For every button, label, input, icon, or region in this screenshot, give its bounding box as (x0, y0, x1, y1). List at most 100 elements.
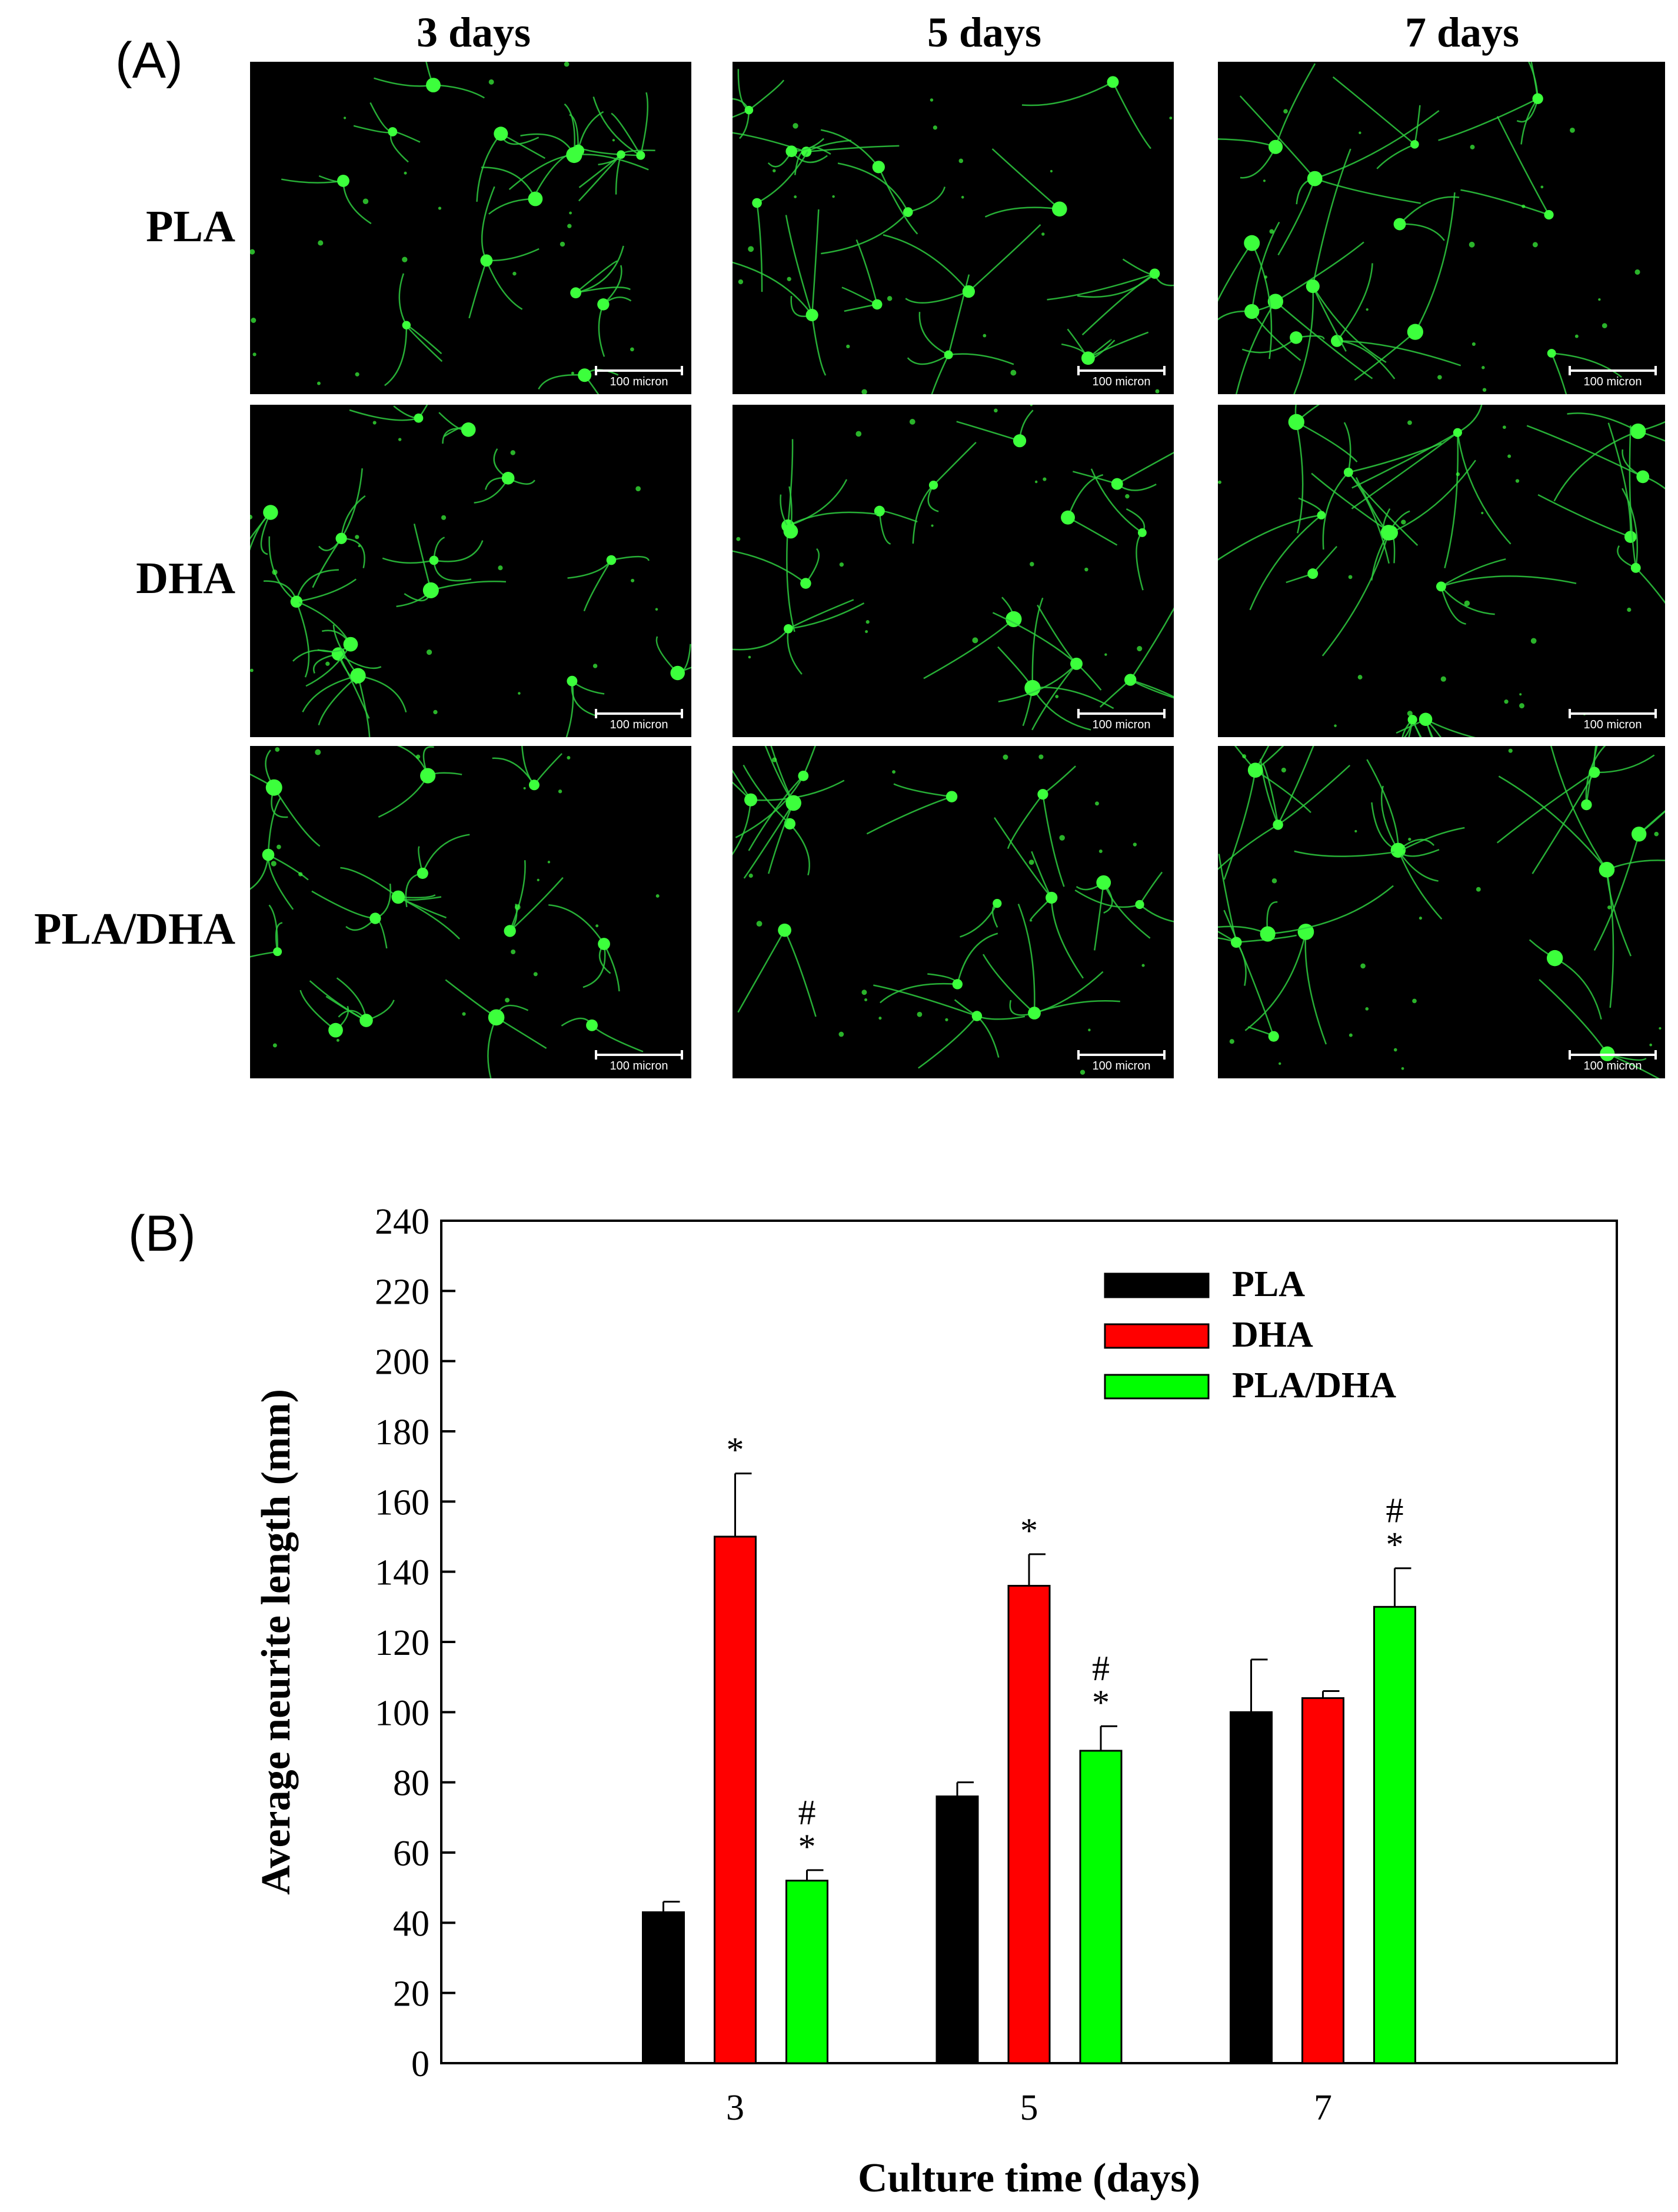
cell-body (1268, 1031, 1279, 1042)
cell-body (1380, 525, 1397, 541)
debris-dot (426, 649, 432, 655)
debris-dot (518, 692, 521, 695)
debris-dot (1360, 963, 1366, 969)
micrograph-pla-7-days: 100 micron (1218, 62, 1665, 394)
debris-dot (441, 515, 447, 520)
neurite (1262, 762, 1279, 825)
debris-dot (1530, 638, 1537, 644)
neurite (1050, 897, 1084, 979)
cell-body (1394, 847, 1404, 857)
neurite (1267, 885, 1394, 935)
cell-body (1547, 349, 1556, 358)
neurite (1457, 405, 1483, 434)
neurite (275, 922, 283, 952)
debris-dot (362, 198, 369, 204)
cell-body (504, 925, 516, 937)
debris-dot (1437, 375, 1442, 380)
neurite (273, 787, 321, 847)
cell-body (1630, 562, 1641, 573)
y-tick-label: 220 (375, 1272, 430, 1312)
legend-label: PLA (1232, 1264, 1305, 1304)
neurite (1130, 607, 1174, 681)
debris-dot (748, 655, 751, 659)
neurite (582, 148, 641, 156)
neurite (1425, 718, 1441, 737)
cell-body (461, 422, 476, 437)
neurite (1021, 81, 1114, 106)
neurite (931, 354, 950, 394)
debris-dot (1349, 1033, 1353, 1037)
neurite (1031, 687, 1091, 731)
neurite (1496, 116, 1550, 215)
chart-labels: 0204060801001201401601802002202403*#*5*#… (254, 1202, 1404, 2201)
x-tick-label: 3 (726, 2088, 744, 2128)
scale-bar: 100 micron (1569, 709, 1657, 732)
neurite (787, 511, 878, 527)
cell-body (1269, 139, 1283, 154)
micrograph-dha-5-days: 100 micron (733, 405, 1174, 737)
neurite (575, 287, 631, 294)
debris-dot (1519, 693, 1522, 696)
cell-body (265, 779, 282, 796)
debris-dot (1264, 275, 1268, 279)
debris-dot (512, 271, 517, 276)
micrograph-pla-dha-3-days: 100 micron (250, 746, 691, 1078)
significance-marker: * (798, 1827, 816, 1866)
neurite (1441, 575, 1577, 588)
neurite (841, 287, 878, 305)
neurite (968, 224, 1041, 292)
debris-dot (738, 279, 744, 285)
cell-body (1636, 470, 1650, 484)
neurite (787, 628, 803, 675)
scale-bar: 100 micron (1569, 1050, 1657, 1074)
cell-body (1081, 351, 1095, 365)
cell-body (952, 979, 963, 990)
debris-dot (1540, 185, 1544, 189)
debris-dot (355, 372, 359, 377)
neurite (1354, 331, 1416, 381)
debris-dot (1269, 229, 1274, 234)
debris-dot (846, 344, 850, 348)
debris-dot (537, 878, 540, 881)
cell-body (606, 555, 617, 565)
debris-dot (1334, 724, 1337, 727)
debris-dot (878, 1017, 882, 1020)
debris-dot (298, 872, 303, 877)
neurite (1390, 459, 1476, 534)
neurite (1314, 178, 1421, 204)
neurite (565, 681, 574, 737)
debris-dot (595, 924, 599, 928)
cell-body (1317, 511, 1326, 519)
neurite (756, 151, 808, 204)
cell-body (328, 1022, 343, 1038)
debris-dot (398, 438, 402, 441)
neurite (349, 409, 419, 421)
neurite (1077, 273, 1156, 298)
cell-body (586, 1019, 598, 1031)
debris-dot (655, 608, 658, 611)
debris-dot (336, 1038, 339, 1042)
debris-dot (1482, 388, 1487, 392)
y-tick-label: 160 (375, 1483, 430, 1523)
neurite (803, 746, 816, 777)
debris-dot (315, 749, 321, 755)
debris-dot (1627, 607, 1632, 612)
neurite (575, 260, 618, 294)
neurite (879, 982, 958, 1004)
cell-body (1331, 335, 1343, 347)
cell-body (1006, 611, 1022, 628)
neurite (957, 932, 998, 985)
debris-dot (1281, 767, 1286, 773)
debris-dot (1469, 241, 1475, 248)
debris-dot (1607, 905, 1612, 910)
neurite (418, 405, 428, 419)
cell-body (1037, 789, 1048, 800)
cell-body (290, 595, 303, 608)
neurite (583, 559, 612, 612)
neurite (1074, 889, 1140, 908)
neurite (1296, 421, 1358, 462)
neurite (1275, 301, 1373, 379)
debris-dot (1055, 695, 1059, 698)
neurite (743, 802, 794, 879)
debris-dot (1125, 494, 1130, 499)
